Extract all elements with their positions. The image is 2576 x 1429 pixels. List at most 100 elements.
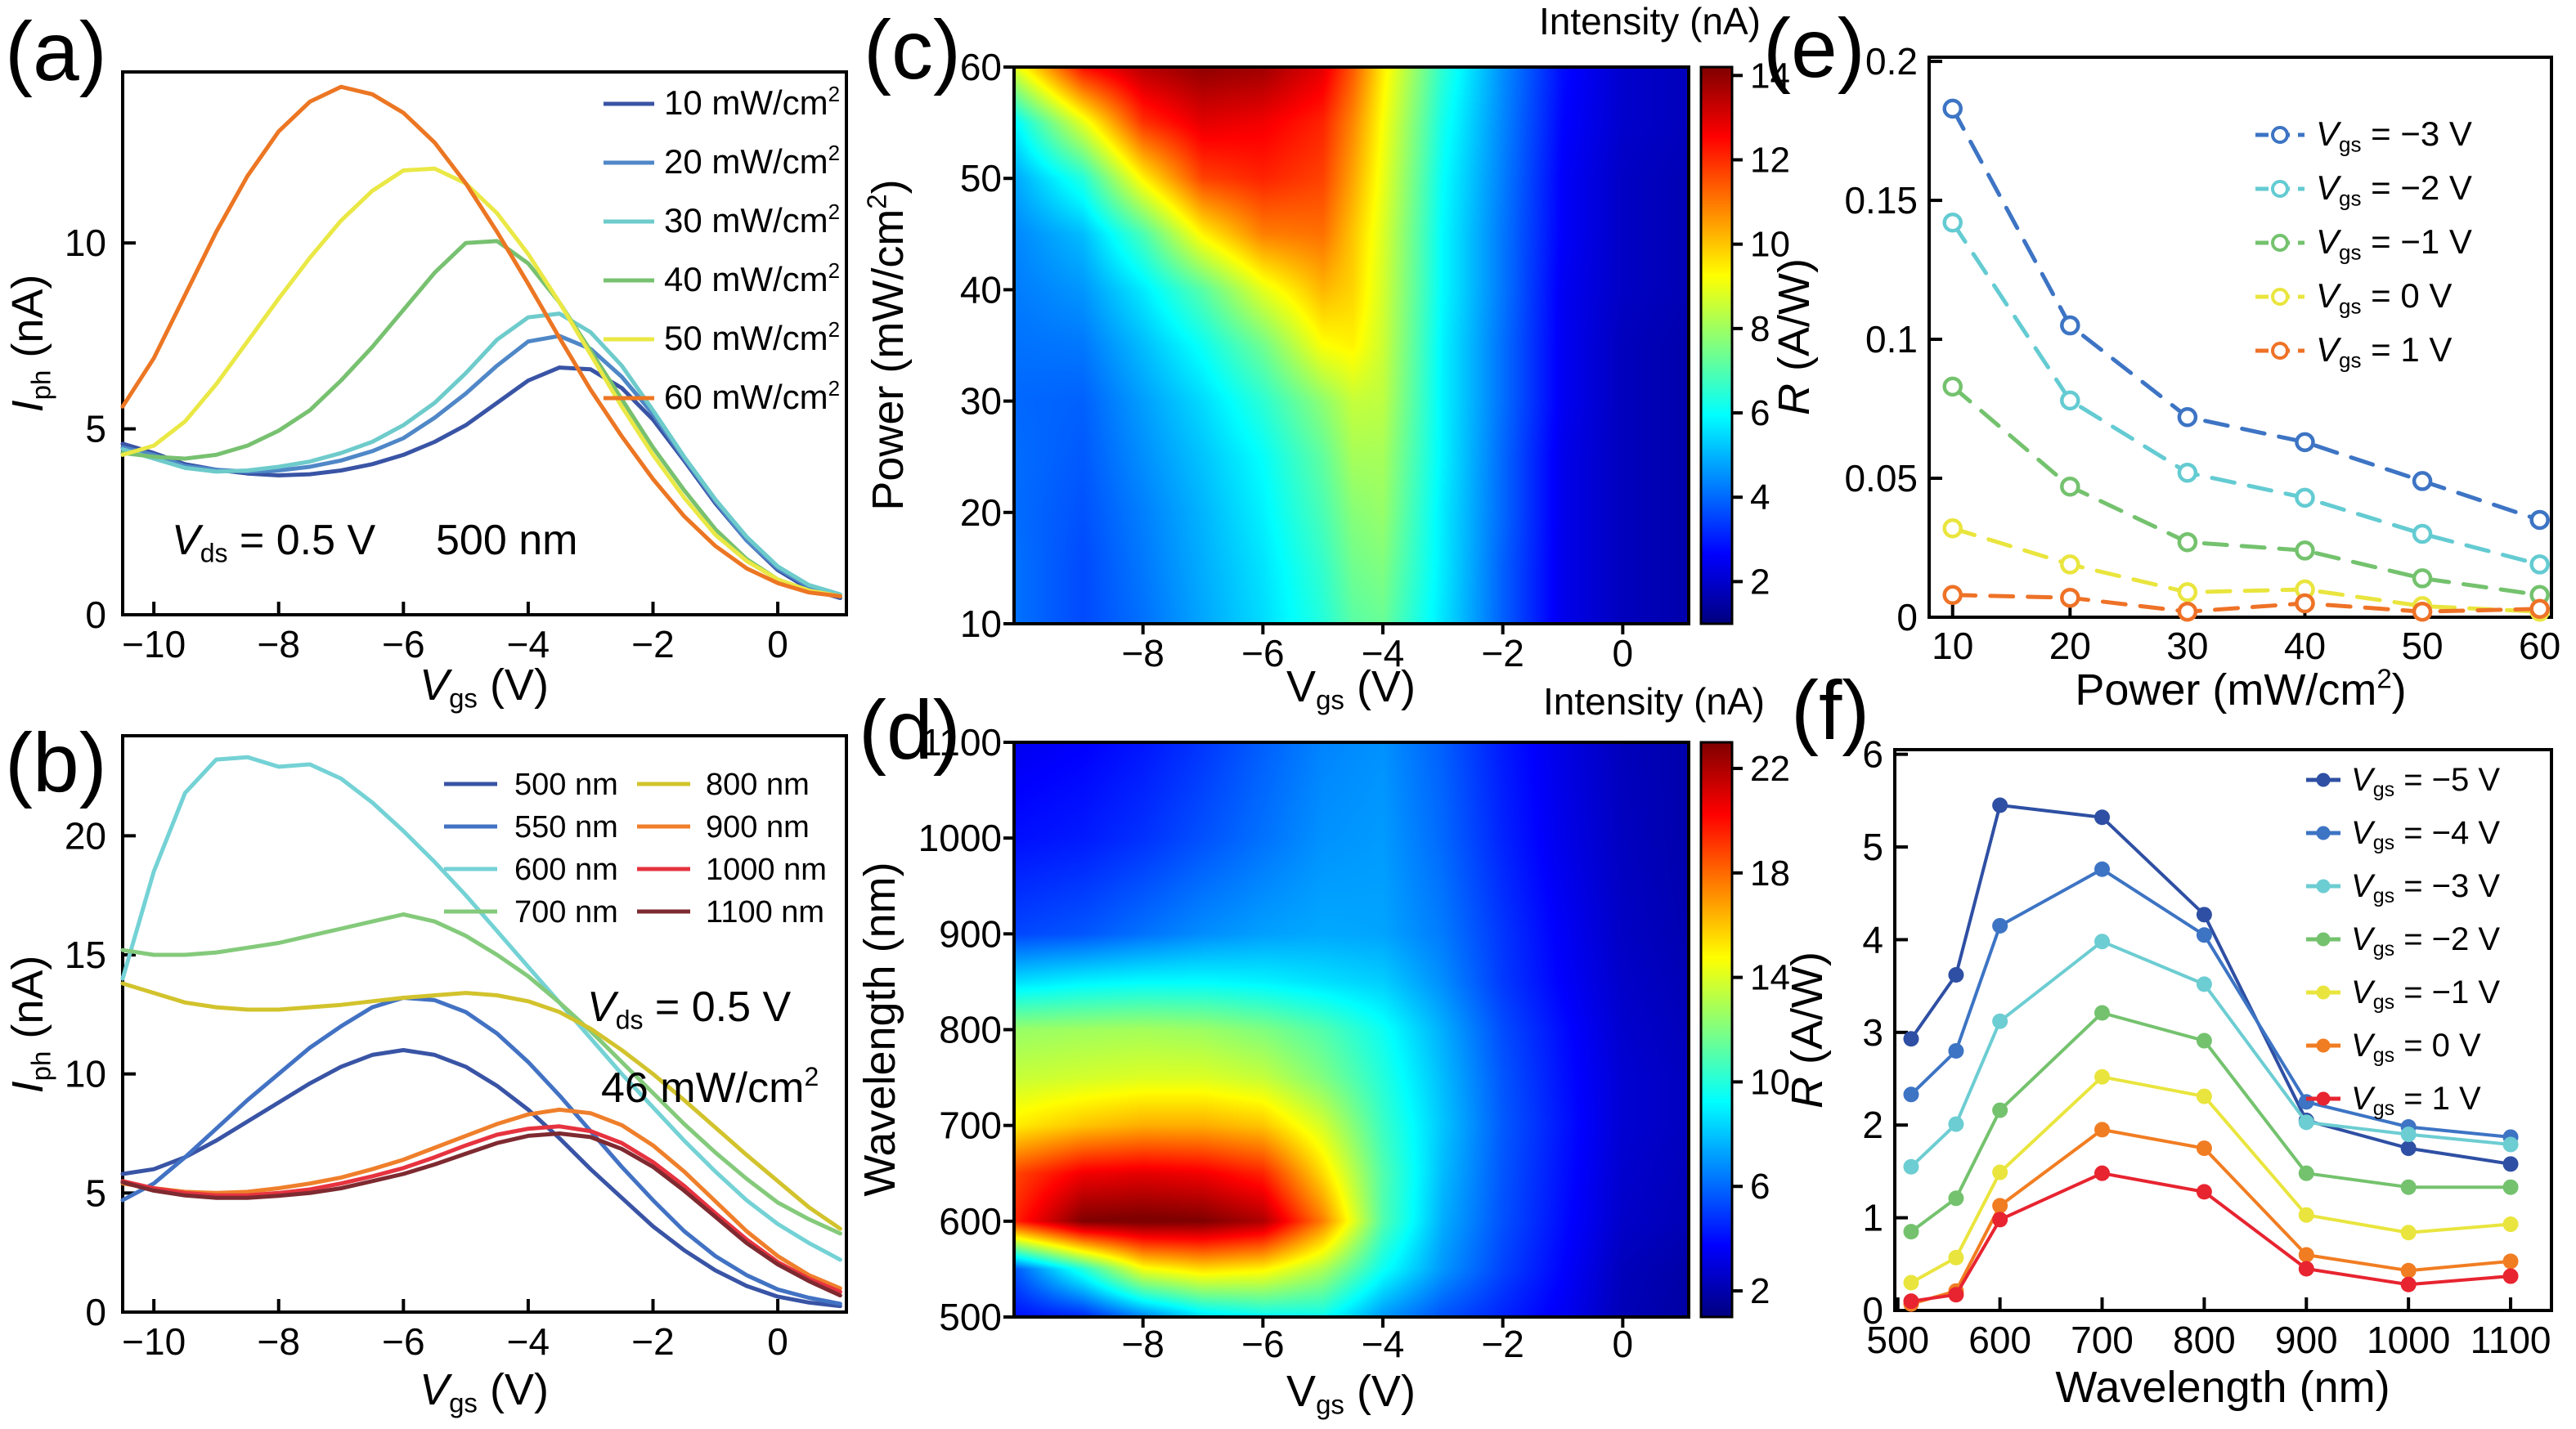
x-tick-label: 900 [2275, 1319, 2338, 1361]
x-tick-label: −10 [122, 623, 186, 665]
legend-label: 800 nm [706, 768, 810, 802]
marker-open-circle [2060, 554, 2080, 575]
series-line [1910, 804, 2512, 1166]
marker-filled-circle [1948, 1043, 1964, 1059]
marker-filled-circle [2196, 1184, 2212, 1200]
marker-open-circle [2177, 406, 2198, 428]
legend-label: 700 nm [514, 895, 618, 930]
legend-label: 50 mW/cm2 [664, 317, 840, 357]
axes-box [1928, 56, 2553, 619]
marker-filled-circle [1903, 1086, 1919, 1103]
marker-open-circle [2271, 234, 2289, 252]
colorbar-tick-label: 2 [1750, 1271, 1770, 1311]
series-line [120, 981, 842, 1231]
y-tick-label: 0.05 [1844, 457, 1918, 499]
y-tick-label: 20 [65, 814, 106, 857]
colorbar [1701, 742, 1732, 1317]
marker-open-circle [2271, 180, 2289, 198]
x-axis-label: Power (mW/cm2) [2075, 663, 2406, 714]
marker-filled-circle [1992, 1212, 2008, 1228]
legend-label: Vgs = −3 V [2351, 868, 2500, 907]
marker-filled-circle [2502, 1268, 2519, 1284]
colorbar-title: Intensity (nA) [1539, 0, 1761, 43]
x-axis-label: Wavelength (nm) [2055, 1363, 2390, 1412]
x-tick-label: 1100 [2471, 1319, 2551, 1361]
legend-label: 40 mW/cm2 [664, 258, 840, 298]
heatmap-c-canvas [1014, 67, 1689, 624]
marker-filled-circle [1903, 1293, 1919, 1310]
x-axis-label: Vgs (V) [420, 661, 549, 714]
colorbar-tick-label: 8 [1750, 309, 1770, 349]
y-tick-label: 30 [960, 380, 1002, 423]
y-axis-label: R (A/W) [1770, 258, 1819, 415]
marker-filled-circle [2316, 1091, 2331, 1106]
colorbar-border [1699, 741, 1734, 1319]
y-tick-label: 10 [65, 1053, 106, 1095]
y-tick-label: 2 [1862, 1104, 1883, 1146]
legend-label: 500 nm [514, 768, 618, 802]
axes-box [1012, 65, 1690, 625]
marker-filled-circle [2502, 1156, 2519, 1172]
y-axis-label: Iph (nA) [3, 956, 56, 1094]
legend-label: Vgs = −1 V [2351, 974, 2500, 1014]
panel-e: 10 20 30 40 50 60 0 0.05 0.1 0.15 0.2 Power (mW/cm2… [1770, 40, 2560, 714]
panel-label-c: (c) [864, 3, 961, 96]
y-tick-label: 50 [960, 157, 1002, 199]
axes-box [1012, 741, 1690, 1319]
marker-filled-circle [1948, 1116, 1964, 1132]
legend-label: Vgs = 0 V [2316, 276, 2452, 319]
marker-filled-circle [2400, 1225, 2417, 1241]
x-tick-label: −2 [631, 1320, 674, 1363]
y-tick-label: 3 [1862, 1011, 1883, 1054]
marker-open-circle [2177, 601, 2198, 622]
marker-filled-circle [1992, 797, 2008, 813]
marker-filled-circle [2316, 932, 2331, 947]
marker-open-circle [2177, 582, 2198, 603]
y-tick-label: 700 [939, 1104, 1002, 1147]
colorbar-tick-label: 14 [1750, 56, 1790, 96]
series-line [120, 912, 842, 1236]
series-line [1910, 1011, 2512, 1234]
marker-filled-circle [2298, 1165, 2314, 1181]
marker-filled-circle [1948, 1287, 1964, 1303]
marker-open-circle [2412, 471, 2433, 491]
y-axis-label: Iph (nA) [3, 275, 56, 413]
legend-label: Vgs = 1 V [2316, 330, 2452, 373]
x-axis-label: Vgs (V) [1286, 662, 1416, 715]
marker-filled-circle [2196, 1088, 2212, 1104]
x-tick-label: 800 [2173, 1319, 2236, 1361]
legend-label: Vgs = −2 V [2316, 168, 2472, 211]
y-tick-label: 900 [939, 912, 1002, 955]
marker-filled-circle [2298, 1247, 2314, 1263]
panel-label-b: (b) [5, 716, 107, 809]
colorbar-title: Intensity (nA) [1543, 680, 1765, 723]
x-tick-label: 600 [1968, 1319, 2031, 1361]
marker-open-circle [2412, 601, 2433, 622]
y-tick-label: 20 [960, 491, 1002, 534]
marker-open-circle [2412, 523, 2433, 544]
series-line [1950, 526, 2542, 614]
y-tick-label: 10 [65, 222, 106, 264]
annotation: 500 nm [436, 517, 577, 564]
x-axis-label: Vgs (V) [1286, 1367, 1416, 1420]
marker-open-circle [2060, 315, 2080, 336]
y-tick-label: 0.15 [1844, 179, 1918, 222]
panel-a: −10 −8 −6 −4 −2 0 0 5 10 Vgs (V) Iph (nA) 10 mW/cm2… [3, 70, 848, 714]
legend-label: 900 nm [706, 810, 810, 844]
marker-filled-circle [2400, 1127, 2417, 1143]
panel-label-e: (e) [1763, 2, 1865, 95]
marker-filled-circle [1903, 1158, 1919, 1175]
y-tick-label: 1 [1862, 1197, 1883, 1239]
series-line [120, 1048, 842, 1309]
marker-open-circle [2271, 126, 2289, 144]
x-tick-label: 500 [1866, 1319, 1929, 1361]
y-tick-label: 1000 [918, 817, 1002, 859]
marker-open-circle [1942, 517, 1963, 539]
x-tick-label: 50 [2401, 625, 2443, 667]
panel-b: −10 −8 −6 −4 −2 0 0 5 10 15 20 Vgs (V) Iph (nA) 500 n… [3, 734, 848, 1418]
panel-c: −8 −6 −4 −2 0 10 20 30 40 50 60 Vgs (V) Power (mW/cm… [861, 0, 1789, 715]
y-tick-label: 0 [1862, 1289, 1883, 1332]
panel-label-f: (f) [1791, 664, 1870, 757]
marker-filled-circle [1948, 1249, 1964, 1265]
